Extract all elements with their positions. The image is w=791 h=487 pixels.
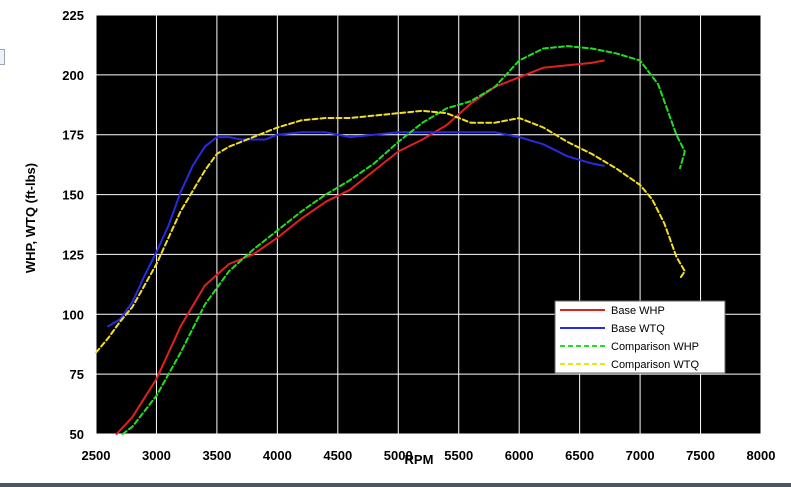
legend-label: Comparison WTQ — [611, 359, 699, 371]
series-line-comparison-whp — [121, 45, 686, 435]
x-tick-label: 8000 — [747, 448, 776, 463]
legend-box — [554, 300, 726, 374]
x-tick-label: 6000 — [505, 448, 534, 463]
y-tick-label: 175 — [62, 128, 84, 143]
y-tick-label: 50 — [70, 427, 84, 442]
x-tick-label: 7500 — [686, 448, 715, 463]
series-line-base-whp — [115, 59, 605, 435]
y-axis: 50 75 100 125 150 175 200 225 — [62, 8, 84, 442]
x-tick-label: 5000 — [384, 448, 413, 463]
y-tick-label: 200 — [62, 68, 84, 83]
y-tick-label: 125 — [62, 247, 84, 262]
window-bottom-border — [0, 483, 791, 487]
y-tick-label: 100 — [62, 307, 84, 322]
x-tick-label: 3500 — [202, 448, 231, 463]
x-tick-label: 5500 — [444, 448, 473, 463]
legend-label: Comparison WHP — [611, 341, 699, 353]
x-tick-label: 6500 — [565, 448, 594, 463]
x-tick-label: 4000 — [263, 448, 292, 463]
y-tick-label: 225 — [62, 8, 84, 23]
x-tick-label: 4500 — [323, 448, 352, 463]
series-line-comparison-wtq — [95, 109, 686, 354]
panel-resize-handle[interactable] — [0, 49, 5, 65]
legend-label: Base WTQ — [611, 323, 665, 335]
x-axis-title: RPM — [405, 452, 434, 467]
y-tick-label: 75 — [70, 367, 84, 382]
x-tick-label: 2500 — [82, 448, 111, 463]
legend-label: Base WHP — [611, 305, 665, 317]
y-tick-label: 150 — [62, 188, 84, 203]
x-tick-label: 7000 — [626, 448, 655, 463]
series-line-base-wtq — [107, 131, 605, 328]
x-axis: 2500 3000 3500 4000 4500 5000 5500 6000 6500 7000… — [82, 448, 776, 463]
x-tick-label: 3000 — [142, 448, 171, 463]
series-lines — [95, 45, 686, 435]
y-axis-title: WHP, WTQ (ft-lbs) — [23, 163, 38, 273]
legend: Base WHP Base WTQ Comparison WHP Comparison… — [554, 300, 726, 374]
